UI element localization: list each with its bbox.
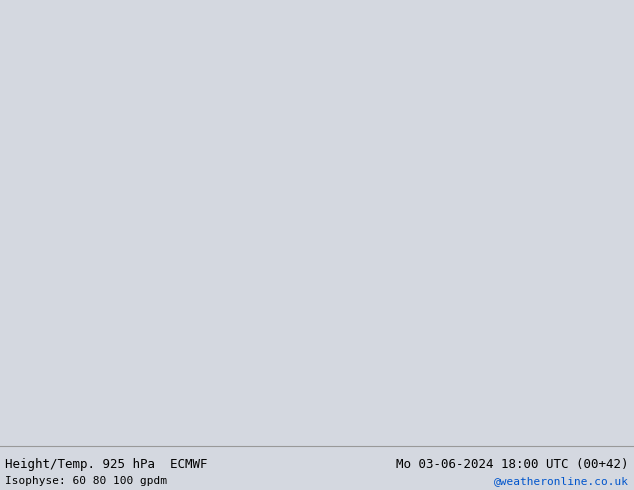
Text: Height/Temp. 925 hPa  ECMWF: Height/Temp. 925 hPa ECMWF	[5, 458, 207, 470]
Text: Isophyse: 60 80 100 gpdm: Isophyse: 60 80 100 gpdm	[5, 476, 167, 487]
Text: @weatheronline.co.uk: @weatheronline.co.uk	[494, 476, 629, 487]
Text: Mo 03-06-2024 18:00 UTC (00+42): Mo 03-06-2024 18:00 UTC (00+42)	[396, 458, 629, 470]
